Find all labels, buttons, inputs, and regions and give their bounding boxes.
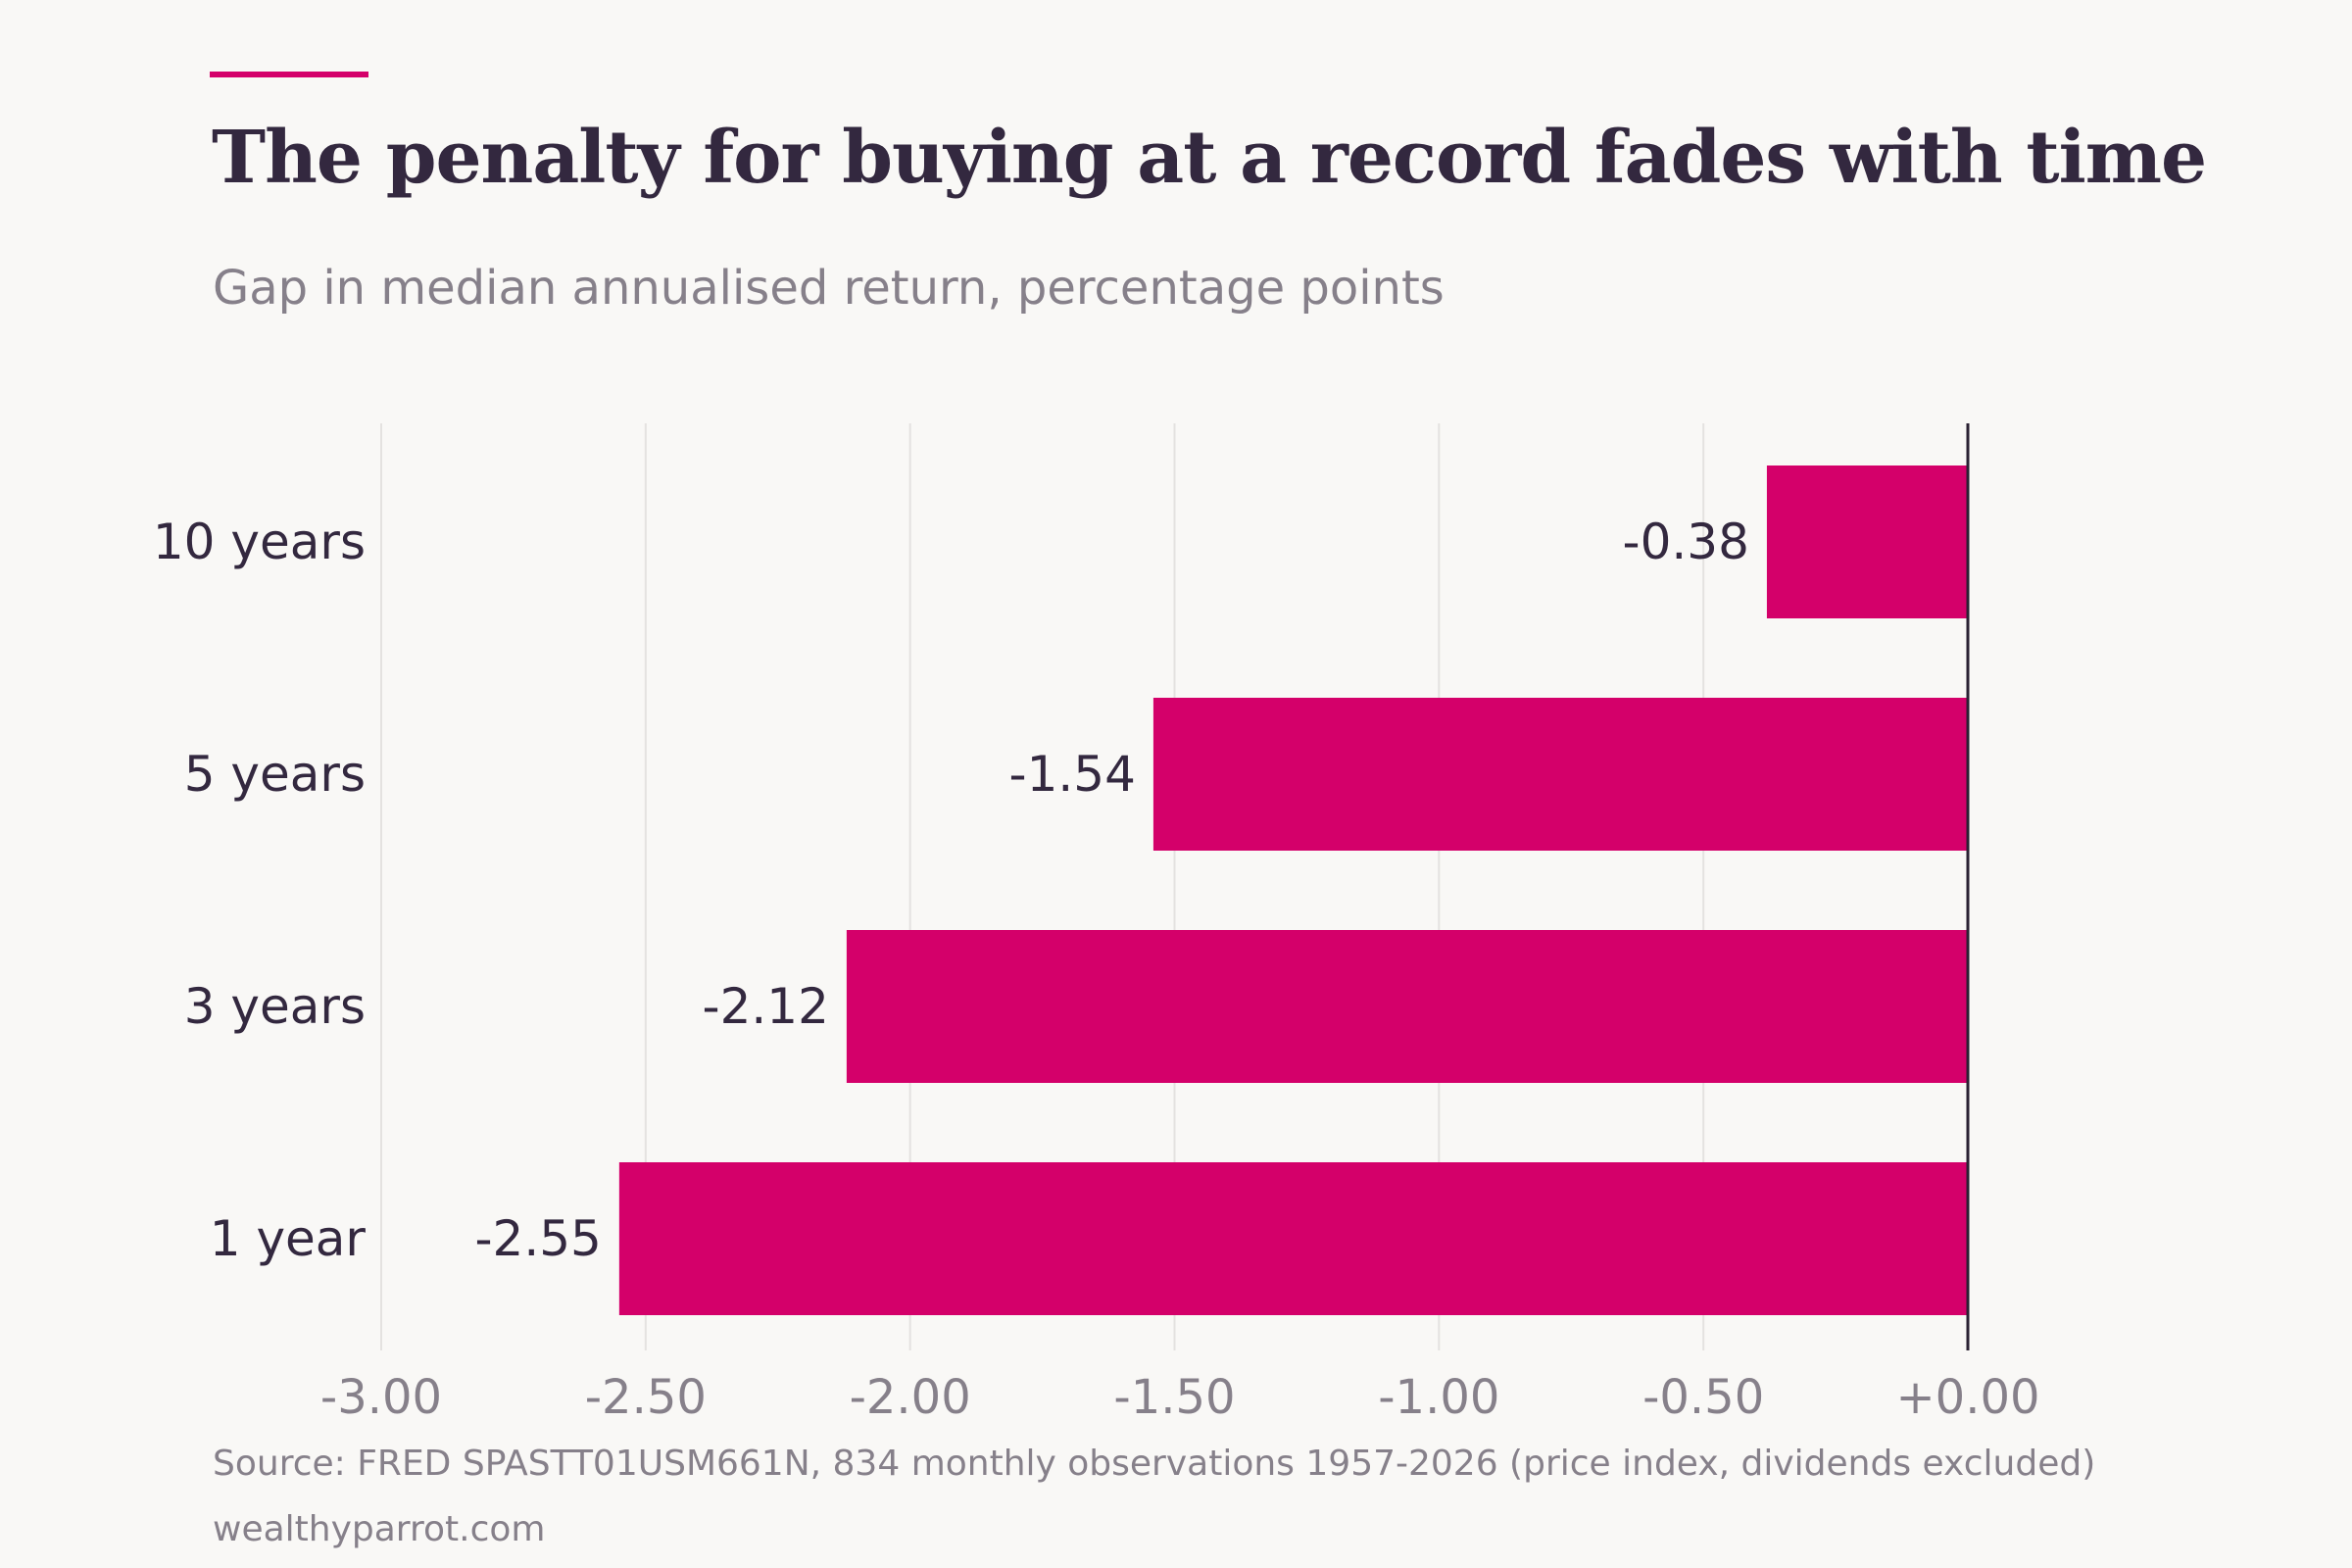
bar bbox=[1152, 698, 1968, 851]
category-label: 3 years bbox=[184, 978, 366, 1035]
data-label: -1.54 bbox=[1009, 746, 1136, 803]
brand-credit: wealthyparrot.com bbox=[213, 1509, 546, 1549]
bar bbox=[846, 930, 1968, 1083]
x-tick-label: -1.50 bbox=[1113, 1370, 1235, 1425]
data-labels: -0.38 -1.54 -2.12 -2.55 bbox=[474, 514, 1748, 1267]
x-tick-label: -2.00 bbox=[850, 1370, 971, 1425]
bars bbox=[618, 466, 1968, 1315]
category-label: 5 years bbox=[184, 746, 366, 803]
source-note: Source: FRED SPASTT01USM661N, 834 monthl… bbox=[213, 1444, 2096, 1484]
x-tick-labels: -3.00 -2.50 -2.00 -1.50 -1.00 -0.50 +0.00 bbox=[320, 1370, 2040, 1425]
chart-title: The penalty for buying at a record fades… bbox=[212, 116, 2207, 200]
category-label: 1 year bbox=[210, 1210, 367, 1267]
chart-subtitle: Gap in median annualised return, percent… bbox=[213, 261, 1445, 316]
data-label: -2.12 bbox=[703, 978, 829, 1035]
x-tick-label: -3.00 bbox=[320, 1370, 442, 1425]
accent-rule bbox=[210, 72, 368, 77]
data-label: -0.38 bbox=[1623, 514, 1749, 570]
x-tick-label: -0.50 bbox=[1642, 1370, 1764, 1425]
x-tick-label: -1.00 bbox=[1378, 1370, 1499, 1425]
category-label: 10 years bbox=[153, 514, 366, 570]
x-tick-label: -2.50 bbox=[585, 1370, 707, 1425]
bar bbox=[618, 1162, 1968, 1315]
bar bbox=[1766, 466, 1968, 618]
x-tick-label: +0.00 bbox=[1895, 1370, 2039, 1425]
data-label: -2.55 bbox=[474, 1210, 601, 1267]
category-labels: 10 years 5 years 3 years 1 year bbox=[153, 514, 367, 1267]
